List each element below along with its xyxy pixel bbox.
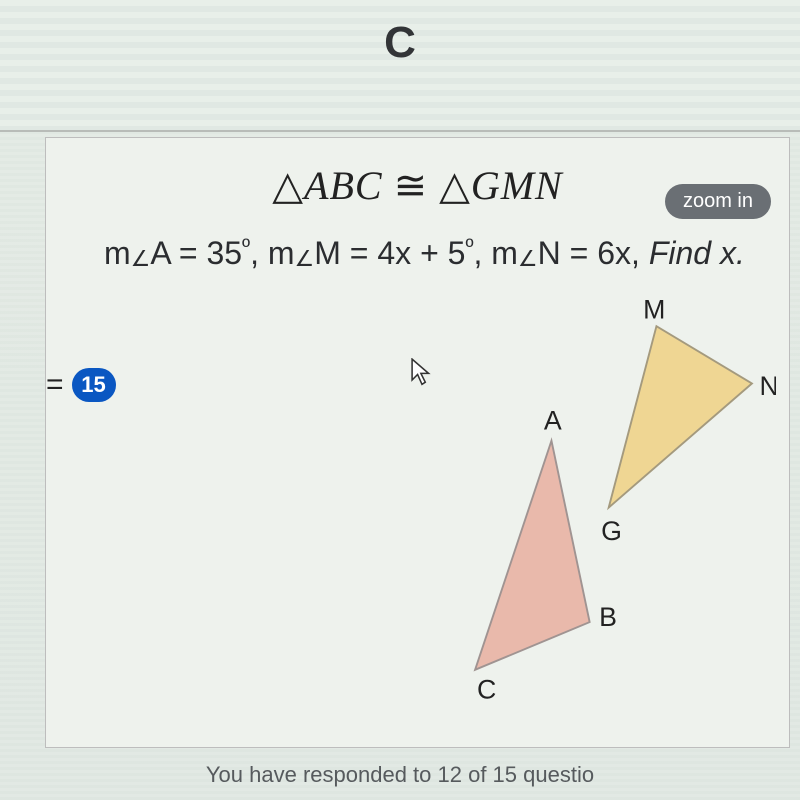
- expr-N: 6x: [597, 235, 631, 271]
- vertex-b: B: [599, 602, 617, 632]
- m-label: m: [104, 235, 131, 271]
- progress-status: You have responded to 12 of 15 questio: [0, 762, 800, 788]
- answer-row: = 15: [46, 368, 116, 402]
- triangle-gmn: [609, 326, 752, 507]
- var-M: M: [314, 235, 341, 271]
- question-card: △ABC ≅ △GMN zoom in m∠A = 35º, m∠M = 4x …: [45, 137, 790, 748]
- top-letter: C: [384, 18, 416, 68]
- degree-icon: º: [242, 234, 250, 259]
- problem-text: m∠A = 35º, m∠M = 4x + 5º, m∠N = 6x, Find…: [104, 234, 759, 272]
- answer-badge[interactable]: 15: [72, 368, 116, 402]
- zoom-in-button[interactable]: zoom in: [665, 184, 771, 219]
- congruent-icon: ≅: [394, 163, 440, 208]
- vertex-n: N: [760, 371, 776, 401]
- expr-M: 4x + 5: [377, 235, 465, 271]
- screen-root: C △ABC ≅ △GMN zoom in m∠A = 35º, m∠M = 4…: [0, 0, 800, 800]
- degree-icon: º: [465, 234, 473, 259]
- vertex-c: C: [477, 674, 496, 704]
- vertex-a: A: [544, 405, 562, 435]
- tri-lhs: ABC: [304, 163, 383, 208]
- angle-icon: ∠: [518, 246, 538, 272]
- val-A: 35: [206, 235, 242, 271]
- vertex-g: G: [601, 516, 622, 546]
- m-label: m: [491, 235, 518, 271]
- triangle-abc: [475, 441, 590, 670]
- triangle-icon: △: [272, 163, 304, 208]
- var-A: A: [150, 235, 170, 271]
- triangles-figure: A B C G M N: [346, 288, 776, 708]
- tri-rhs: GMN: [471, 163, 563, 208]
- top-bar: C: [0, 0, 800, 130]
- equals-sign: =: [46, 368, 64, 402]
- triangle-icon: △: [439, 163, 471, 208]
- vertex-m: M: [643, 295, 665, 325]
- var-N: N: [538, 235, 561, 271]
- m-label: m: [268, 235, 295, 271]
- find-text: Find x.: [649, 235, 745, 271]
- divider: [0, 130, 800, 132]
- angle-icon: ∠: [131, 246, 151, 272]
- angle-icon: ∠: [295, 246, 315, 272]
